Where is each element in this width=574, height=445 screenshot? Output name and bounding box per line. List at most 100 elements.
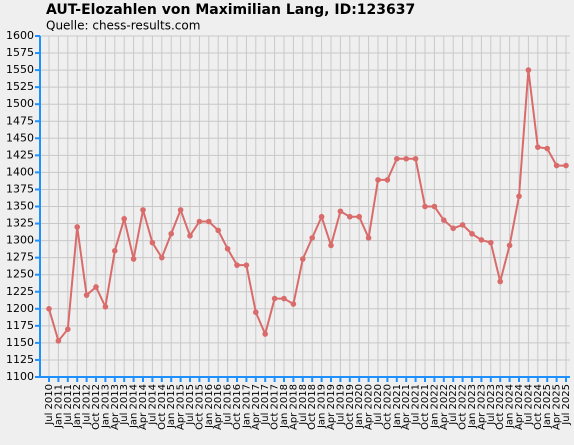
point (459, 222, 466, 228)
y-tick-label: 1150 (6, 336, 34, 349)
point (177, 207, 184, 213)
x-tick-label: Jul 2014 (147, 384, 158, 426)
x-tick-label: Apr 2022 (439, 384, 450, 430)
y-tick-label: 1525 (6, 80, 34, 93)
x-tick-label: Jan 2024 (505, 384, 516, 429)
point (149, 239, 156, 246)
point (422, 203, 428, 210)
x-tick-label: Jan 2023 (467, 384, 478, 429)
x-tick-label: Oct 2024 (533, 384, 544, 430)
x-tick-label: Jan 2018 (279, 384, 290, 429)
x-tick-label: Apr 2014 (138, 384, 149, 430)
x-tick-label: Jan 2025 (542, 384, 553, 429)
x-tick-label: Apr 2013 (110, 384, 121, 430)
point (375, 177, 381, 183)
y-tick-label: 1350 (6, 200, 34, 213)
point (290, 301, 297, 307)
point (224, 245, 231, 252)
point (65, 326, 71, 333)
x-tick-label: Oct 2019 (345, 384, 356, 430)
point (441, 217, 447, 223)
point (253, 309, 259, 316)
point (506, 242, 513, 249)
y-tick-label: 1200 (6, 302, 34, 315)
point (83, 292, 90, 298)
point (478, 237, 485, 243)
x-tick-label: Jul 2020 (373, 384, 384, 426)
x-tick-label: Apr 2015 (176, 384, 187, 430)
x-tick-label: Apr 2019 (326, 384, 337, 430)
x-tick-label: Oct 2021 (420, 384, 431, 430)
x-tick-label: Jul 2013 (119, 384, 130, 426)
point (168, 230, 174, 237)
point (563, 162, 569, 169)
x-tick-label: Jan 2013 (100, 384, 111, 429)
x-tick-label: Oct 2017 (270, 384, 281, 430)
y-tick-label: 1225 (6, 285, 34, 298)
point (46, 306, 52, 312)
point (497, 278, 504, 285)
point (121, 215, 127, 222)
point (74, 224, 80, 230)
point (206, 218, 212, 225)
point (394, 155, 400, 162)
x-tick-label: Apr 2023 (476, 384, 487, 430)
point (525, 67, 532, 73)
y-tick-label: 1250 (6, 268, 34, 281)
x-tick-label: Jan 2011 (53, 384, 64, 429)
y-tick-label: 1425 (6, 148, 34, 161)
x-tick-label: Jan 2017 (241, 384, 252, 429)
x-tick-label: Jan 2019 (317, 384, 328, 429)
x-tick-label: Jul 2025 (561, 384, 572, 426)
point (469, 230, 475, 237)
point (356, 213, 363, 220)
point (93, 284, 99, 290)
x-tick-label: Jul 2019 (335, 384, 346, 426)
point (112, 248, 118, 254)
x-tick-label: Oct 2016 (232, 384, 243, 430)
x-tick-label: Jan 2022 (429, 384, 440, 429)
x-tick-label: Oct 2020 (382, 384, 393, 430)
y-tick-label: 1475 (6, 114, 34, 127)
point (102, 303, 109, 310)
x-tick-label: Oct 2022 (458, 384, 469, 430)
point (328, 242, 334, 249)
y-tick-label: 1175 (6, 319, 34, 332)
x-tick-label: Jan 2021 (392, 384, 403, 429)
point (337, 208, 344, 215)
x-tick-label: Jan 2020 (354, 384, 365, 429)
y-tick-label: 1575 (6, 46, 34, 59)
x-tick-label: Oct 2014 (157, 384, 168, 430)
point (318, 213, 325, 220)
x-tick-label: Apr 2018 (288, 384, 299, 430)
point (347, 213, 353, 220)
point (196, 218, 203, 225)
y-tick-label: 1125 (6, 353, 34, 366)
y-tick-label: 1325 (6, 217, 34, 230)
point (450, 225, 457, 232)
x-tick-label: Jul 2015 (185, 384, 196, 426)
point (412, 155, 419, 162)
point (365, 235, 372, 241)
x-tick-label: Apr 2016 (213, 384, 224, 430)
point (384, 177, 391, 183)
point (309, 235, 316, 241)
x-tick-label: Oct 2018 (307, 384, 318, 430)
point (300, 256, 306, 262)
x-tick-label: Jul 2012 (82, 384, 93, 426)
x-tick-label: Jul 2021 (411, 384, 422, 426)
x-tick-label: Oct 2015 (194, 384, 205, 430)
point (243, 262, 250, 268)
point (187, 233, 193, 239)
point (234, 262, 240, 268)
x-tick-label: Jan 2015 (166, 384, 177, 429)
x-tick-label: Apr 2025 (552, 384, 563, 430)
y-tick-label: 1450 (6, 131, 34, 144)
y-tick-label: 1100 (6, 370, 34, 383)
point (262, 331, 269, 337)
point (403, 155, 410, 162)
point (431, 203, 438, 210)
point (130, 256, 137, 262)
x-tick-label: Jul 2022 (448, 384, 459, 426)
